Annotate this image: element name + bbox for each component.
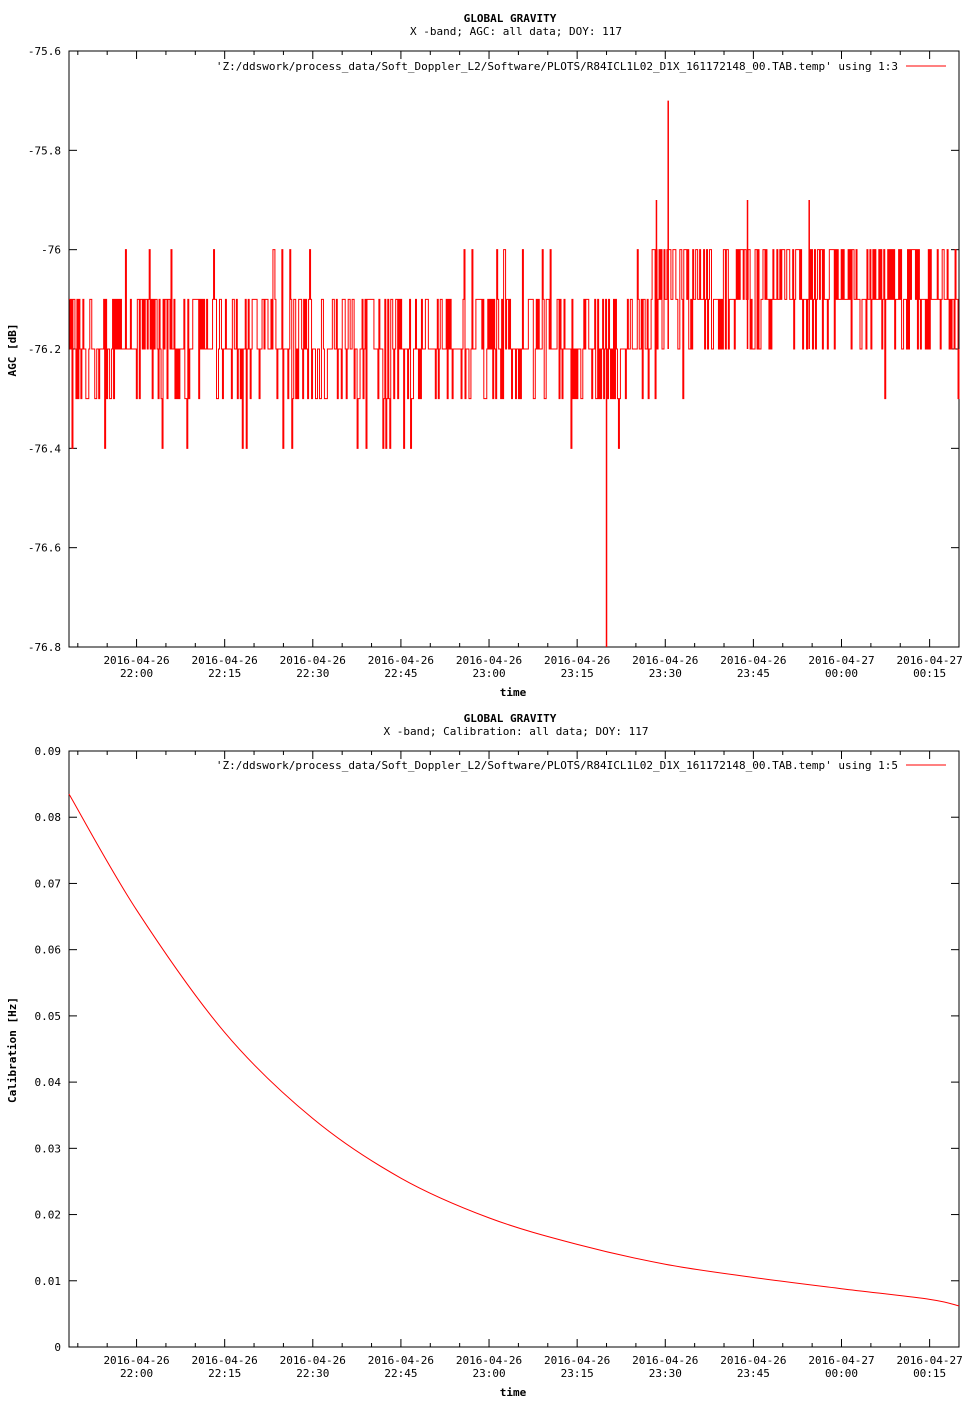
calibration-chart-title: GLOBAL GRAVITY xyxy=(464,712,557,725)
calibration-y-tick-label: 0.08 xyxy=(35,811,62,824)
calibration-x-axis-label: time xyxy=(500,1386,527,1399)
agc-x-tick-time: 22:45 xyxy=(384,667,417,680)
agc-y-tick-label: -76 xyxy=(41,244,61,257)
agc-x-tick-date: 2016-04-26 xyxy=(103,654,169,667)
calibration-series-line xyxy=(68,793,960,1307)
calibration-x-tick-time: 23:15 xyxy=(561,1367,594,1380)
agc-y-tick-label: -76.8 xyxy=(28,641,61,654)
agc-x-tick-date: 2016-04-26 xyxy=(632,654,698,667)
calibration-x-tick-time: 22:00 xyxy=(120,1367,153,1380)
calibration-x-tick-date: 2016-04-27 xyxy=(808,1354,874,1367)
calibration-y-tick-label: 0.04 xyxy=(35,1076,62,1089)
agc-x-tick-date: 2016-04-26 xyxy=(544,654,610,667)
agc-x-axis-label: time xyxy=(500,686,527,699)
calibration-y-tick-label: 0.03 xyxy=(35,1142,62,1155)
calibration-x-tick-time: 22:30 xyxy=(296,1367,329,1380)
agc-x-tick-time: 23:30 xyxy=(649,667,682,680)
agc-x-tick-time: 23:15 xyxy=(561,667,594,680)
agc-chart-title: GLOBAL GRAVITY xyxy=(464,12,557,25)
agc-x-tick-date: 2016-04-26 xyxy=(368,654,434,667)
calibration-x-tick-time: 22:15 xyxy=(208,1367,241,1380)
calibration-y-tick-label: 0.06 xyxy=(35,944,62,957)
agc-x-tick-date: 2016-04-27 xyxy=(897,654,963,667)
calibration-x-tick-date: 2016-04-26 xyxy=(192,1354,258,1367)
agc-x-tick-time: 23:00 xyxy=(472,667,505,680)
agc-legend-label: 'Z:/ddswork/process_data/Soft_Doppler_L2… xyxy=(216,60,898,73)
calibration-x-tick-date: 2016-04-27 xyxy=(897,1354,963,1367)
calibration-x-tick-date: 2016-04-26 xyxy=(544,1354,610,1367)
agc-y-tick-label: -75.8 xyxy=(28,144,61,157)
agc-series-line xyxy=(69,249,960,449)
calibration-y-tick-label: 0.07 xyxy=(35,877,62,890)
calibration-plot-frame xyxy=(68,750,960,1348)
agc-y-tick-label: -75.6 xyxy=(28,45,61,58)
agc-x-tick-time: 00:00 xyxy=(825,667,858,680)
calibration-x-tick-time: 00:00 xyxy=(825,1367,858,1380)
agc-x-tick-time: 22:30 xyxy=(296,667,329,680)
agc-y-axis-label: AGC [dB] xyxy=(6,324,19,377)
calibration-x-tick-time: 23:00 xyxy=(472,1367,505,1380)
calibration-x-tick-time: 23:45 xyxy=(737,1367,770,1380)
agc-x-tick-date: 2016-04-26 xyxy=(720,654,786,667)
calibration-chart-subtitle: X -band; Calibration: all data; DOY: 117 xyxy=(384,725,649,738)
agc-x-tick-time: 22:15 xyxy=(208,667,241,680)
calibration-x-tick-date: 2016-04-26 xyxy=(632,1354,698,1367)
agc-x-tick-time: 00:15 xyxy=(913,667,946,680)
calibration-y-tick-label: 0 xyxy=(54,1341,61,1354)
calibration-x-tick-date: 2016-04-26 xyxy=(720,1354,786,1367)
agc-x-tick-date: 2016-04-27 xyxy=(808,654,874,667)
calibration-x-tick-date: 2016-04-26 xyxy=(103,1354,169,1367)
calibration-chart: GLOBAL GRAVITY X -band; Calibration: all… xyxy=(6,712,963,1399)
agc-x-tick-date: 2016-04-26 xyxy=(192,654,258,667)
agc-x-tick-date: 2016-04-26 xyxy=(280,654,346,667)
agc-chart: GLOBAL GRAVITY X -band; AGC: all data; D… xyxy=(6,12,963,699)
calibration-y-tick-label: 0.01 xyxy=(35,1275,62,1288)
calibration-y-tick-label: 0.02 xyxy=(35,1209,62,1222)
agc-x-tick-time: 22:00 xyxy=(120,667,153,680)
agc-y-tick-label: -76.6 xyxy=(28,542,61,555)
calibration-legend-label: 'Z:/ddswork/process_data/Soft_Doppler_L2… xyxy=(216,759,898,772)
calibration-y-tick-label: 0.09 xyxy=(35,745,62,758)
agc-x-tick-time: 23:45 xyxy=(737,667,770,680)
calibration-x-tick-time: 22:45 xyxy=(384,1367,417,1380)
calibration-x-tick-time: 23:30 xyxy=(649,1367,682,1380)
agc-y-tick-label: -76.2 xyxy=(28,343,61,356)
calibration-x-tick-date: 2016-04-26 xyxy=(368,1354,434,1367)
agc-x-tick-date: 2016-04-26 xyxy=(456,654,522,667)
calibration-x-tick-date: 2016-04-26 xyxy=(456,1354,522,1367)
calibration-x-tick-time: 00:15 xyxy=(913,1367,946,1380)
calibration-x-tick-date: 2016-04-26 xyxy=(280,1354,346,1367)
agc-chart-subtitle: X -band; AGC: all data; DOY: 117 xyxy=(410,25,622,38)
calibration-y-tick-label: 0.05 xyxy=(35,1010,62,1023)
calibration-y-axis-label: Calibration [Hz] xyxy=(6,997,19,1103)
agc-y-tick-label: -76.4 xyxy=(28,442,61,455)
